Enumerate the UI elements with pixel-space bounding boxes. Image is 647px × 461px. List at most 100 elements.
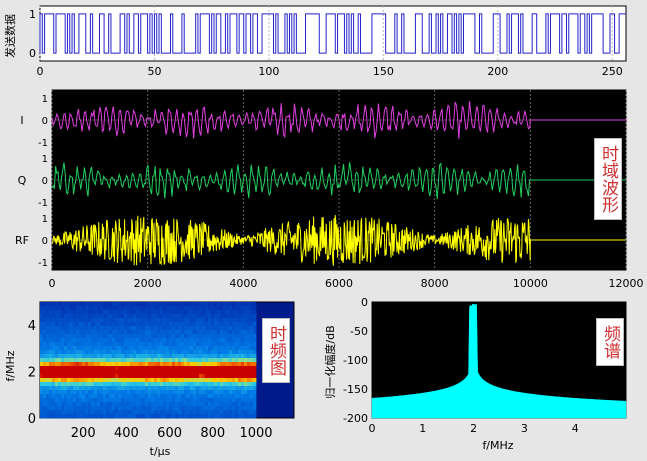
spectrogram-cell [49, 318, 53, 323]
spectrogram-cell [250, 350, 254, 355]
spectrogram-cell [148, 354, 152, 359]
spectrogram-cell [169, 386, 173, 391]
spectrogram-cell [70, 350, 74, 355]
spectrogram-cell [73, 338, 77, 343]
spectrogram-cell [157, 382, 161, 387]
spectrogram-cell [118, 398, 122, 403]
spectrogram-cell [247, 302, 251, 307]
spectrogram-cell [97, 310, 101, 315]
spectrogram-cell [100, 350, 104, 355]
spectrogram-cell [139, 330, 143, 335]
spectrogram-cell [94, 378, 98, 383]
spectrogram-cell [235, 386, 239, 391]
spectrogram-cell [217, 398, 221, 403]
spectrogram-cell [103, 306, 107, 311]
spectrogram-cell [211, 330, 215, 335]
spectrogram-cell [76, 302, 80, 307]
spectrogram-cell [43, 302, 47, 307]
spectrogram-cell [55, 410, 59, 415]
spectrogram-cell [235, 322, 239, 327]
spectrogram-cell [97, 362, 101, 367]
spectrogram-cell [76, 358, 80, 363]
spectrogram-cell [79, 342, 83, 347]
spectrogram-cell [205, 386, 209, 391]
spectrogram-cell [139, 410, 143, 415]
spectrogram-cell [250, 394, 254, 399]
spectrogram-cell [190, 306, 194, 311]
spectrogram-cell [190, 354, 194, 359]
spectrogram-cell [244, 378, 248, 383]
spectrogram-cell [112, 362, 116, 367]
spectrogram-cell [202, 378, 206, 383]
spectrogram-cell [226, 346, 230, 351]
spectrogram-cell [67, 330, 71, 335]
spectrogram-cell [157, 370, 161, 375]
spectrogram-cell [127, 318, 131, 323]
spectrogram-cell [109, 354, 113, 359]
spectrogram-cell [118, 302, 122, 307]
spectrogram-cell [211, 346, 215, 351]
spectrogram-cell [112, 394, 116, 399]
spectrogram-cell [76, 390, 80, 395]
spectrogram-cell [76, 330, 80, 335]
spectrogram-cell [220, 358, 224, 363]
spectrogram-cell [70, 354, 74, 359]
spectrogram-cell [217, 402, 221, 407]
spectrogram-cell [145, 398, 149, 403]
spectrogram-cell [250, 310, 254, 315]
spectrogram-cell [79, 326, 83, 331]
spectrogram-cell [229, 370, 233, 375]
spectrogram-cell [49, 366, 53, 371]
spectrogram-cell [163, 410, 167, 415]
spectrogram-cell [184, 406, 188, 411]
spectrogram-cell [184, 330, 188, 335]
spectrogram-cell [112, 378, 116, 383]
spectrogram-cell [238, 366, 242, 371]
spectrogram-cell [82, 310, 86, 315]
spectrogram-cell [205, 362, 209, 367]
spectrogram-cell [217, 338, 221, 343]
spectrogram-cell [61, 334, 65, 339]
spectrogram-cell [64, 306, 68, 311]
spectrogram-cell [154, 342, 158, 347]
spectrogram-cell [118, 326, 122, 331]
spectrogram-cell [73, 322, 77, 327]
spectrogram-cell [40, 346, 44, 351]
spectrogram-cell [82, 374, 86, 379]
spectrogram-cell [238, 338, 242, 343]
spectrogram-cell [49, 398, 53, 403]
spectrogram-cell [160, 322, 164, 327]
spectrogram-cell [136, 358, 140, 363]
spectrogram-cell [193, 314, 197, 319]
spectrogram-cell [103, 322, 107, 327]
spectrogram-cell [124, 314, 128, 319]
spectrogram-cell [115, 330, 119, 335]
spectrogram-cell [70, 386, 74, 391]
spectrogram-cell [58, 402, 62, 407]
spectrogram-cell [67, 326, 71, 331]
bits-series-line [39, 13, 626, 54]
spectrogram-cell [148, 378, 152, 383]
spectrogram-cell [79, 398, 83, 403]
spectrogram-cell [148, 374, 152, 379]
spectrogram-cell [106, 362, 110, 367]
spectrogram-cell [250, 330, 254, 335]
spectrogram-cell [67, 374, 71, 379]
spectrogram-cell [151, 410, 155, 415]
spectrogram-cell [67, 382, 71, 387]
spectrogram-cell [247, 398, 251, 403]
spectrogram-cell [232, 402, 236, 407]
spectrogram-cell [154, 370, 158, 375]
spectrogram-cell [52, 310, 56, 315]
spectrogram-cell [94, 370, 98, 375]
spectrogram-cell [208, 326, 212, 331]
spectrogram-cell [175, 338, 179, 343]
spectrogram-cell [40, 326, 44, 331]
spectrogram-cell [61, 394, 65, 399]
spectrogram-cell [43, 370, 47, 375]
spectrogram-cell [199, 318, 203, 323]
spectrogram-cell [43, 342, 47, 347]
spectrogram-cell [223, 366, 227, 371]
spectrogram-cell [235, 370, 239, 375]
